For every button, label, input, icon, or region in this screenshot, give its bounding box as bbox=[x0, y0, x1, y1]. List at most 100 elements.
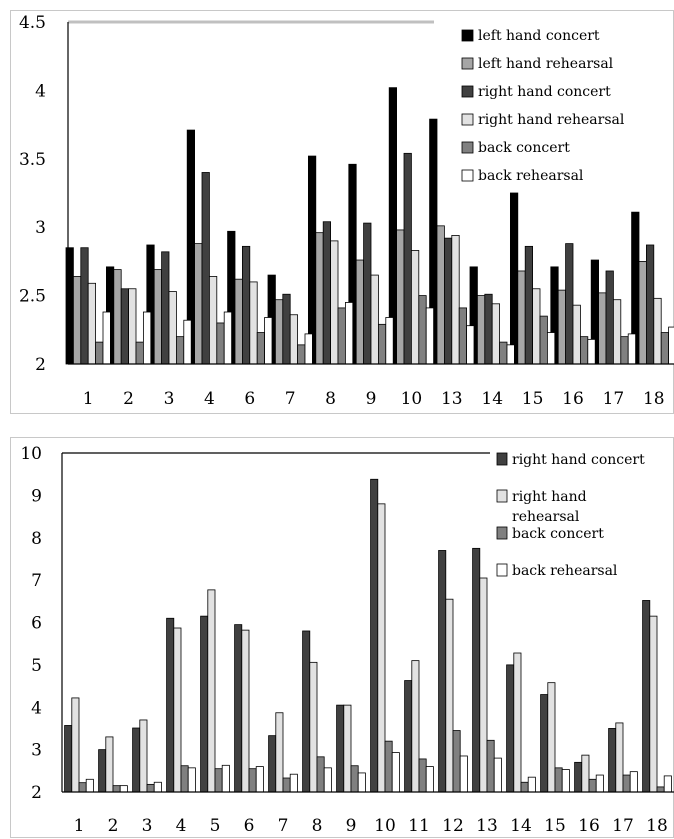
bar-left-hand-rehearsal-2 bbox=[113, 269, 122, 365]
bar-right-hand-concert-1 bbox=[80, 247, 89, 365]
bar-right-hand-concert-3 bbox=[132, 727, 141, 793]
y-tick-label: 3.5 bbox=[19, 150, 46, 170]
x-tick-label: 15 bbox=[544, 816, 566, 836]
bar-right-hand-rehearsal-7 bbox=[275, 712, 284, 793]
bar-right-hand-concert-6 bbox=[234, 624, 243, 793]
bar-back-concert-4 bbox=[216, 322, 225, 365]
bar-back-rehearsal-2 bbox=[142, 311, 152, 365]
y-tick-label: 6 bbox=[31, 614, 42, 634]
bar-right-hand-concert-8 bbox=[302, 630, 311, 793]
chart-top: 2 2.5 3 3.5 4 4.5 1 2 3 4 6 7 8 9 10 13 14 15 16 17 18 left… bbox=[10, 10, 674, 414]
y-tick-label: 8 bbox=[31, 529, 42, 549]
x-tick-label: 9 bbox=[346, 816, 357, 836]
bar-back-concert-6 bbox=[256, 332, 266, 365]
bar-right-hand-rehearsal-15 bbox=[547, 682, 556, 793]
bar-right-hand-concert-9 bbox=[336, 704, 345, 793]
y-tick-label: 2.5 bbox=[19, 287, 46, 307]
x-tick-label: 5 bbox=[210, 816, 221, 836]
bar-back-concert-13 bbox=[458, 307, 468, 365]
bar-left-hand-rehearsal-7 bbox=[274, 299, 284, 365]
x-tick-label: 10 bbox=[401, 389, 423, 409]
x-tick-label: 13 bbox=[441, 389, 463, 409]
bar-back-concert-13 bbox=[486, 739, 495, 793]
bar-left-hand-rehearsal-16 bbox=[557, 289, 567, 365]
bar-right-hand-concert-11 bbox=[404, 680, 413, 793]
legend-label: right hand concert bbox=[512, 452, 645, 468]
bar-back-concert-8 bbox=[316, 756, 325, 793]
bar-left-hand-concert-15 bbox=[509, 192, 519, 365]
x-tick-label: 3 bbox=[142, 816, 153, 836]
bar-back-rehearsal-5 bbox=[221, 764, 230, 793]
bar-left-hand-rehearsal-17 bbox=[598, 292, 607, 365]
chart-top-x-ticks: 1 2 3 4 6 7 8 9 10 13 14 15 16 17 18 bbox=[83, 389, 665, 409]
x-tick-label: 12 bbox=[442, 816, 464, 836]
legend-swatch bbox=[461, 57, 474, 70]
bar-back-concert-2 bbox=[112, 785, 121, 793]
x-tick-label: 8 bbox=[325, 389, 336, 409]
bar-right-hand-concert-16 bbox=[574, 761, 583, 793]
x-tick-label: 7 bbox=[285, 389, 296, 409]
bar-right-hand-concert-1 bbox=[64, 725, 73, 793]
bar-left-hand-rehearsal-14 bbox=[476, 295, 486, 365]
bar-right-hand-rehearsal-1 bbox=[87, 282, 96, 365]
legend-swatch bbox=[496, 526, 508, 540]
bar-right-hand-concert-2 bbox=[120, 288, 129, 365]
y-tick-label: 7 bbox=[31, 571, 42, 591]
bar-back-concert-4 bbox=[180, 765, 189, 793]
bar-right-hand-rehearsal-3 bbox=[139, 719, 148, 793]
bar-back-rehearsal-16 bbox=[595, 774, 604, 793]
chart-top-legend: left hand concert left hand rehearsal righ… bbox=[461, 28, 625, 184]
bar-right-hand-rehearsal-6 bbox=[249, 281, 258, 365]
bar-back-rehearsal-8 bbox=[344, 302, 354, 365]
x-tick-label: 1 bbox=[83, 389, 94, 409]
bar-back-rehearsal-1 bbox=[85, 778, 94, 793]
bar-back-rehearsal-9 bbox=[357, 772, 366, 793]
bar-back-concert-12 bbox=[452, 730, 461, 793]
legend-swatch bbox=[461, 169, 474, 182]
bar-back-concert-18 bbox=[660, 332, 670, 365]
x-tick-label: 15 bbox=[522, 389, 544, 409]
x-tick-label: 4 bbox=[204, 389, 215, 409]
x-tick-label: 9 bbox=[366, 389, 377, 409]
chart-bottom-bars bbox=[64, 478, 672, 793]
bar-back-rehearsal-13 bbox=[493, 757, 502, 793]
bar-back-rehearsal-14 bbox=[527, 776, 536, 793]
bar-back-rehearsal-4 bbox=[223, 311, 232, 365]
bar-back-rehearsal-2 bbox=[119, 785, 128, 793]
bar-back-concert-16 bbox=[580, 336, 589, 365]
bar-back-rehearsal-15 bbox=[561, 769, 570, 793]
x-tick-label: 17 bbox=[612, 816, 634, 836]
bar-right-hand-concert-14 bbox=[484, 293, 493, 365]
x-tick-label: 6 bbox=[244, 389, 255, 409]
x-tick-label: 14 bbox=[510, 816, 532, 836]
x-tick-label: 18 bbox=[643, 389, 665, 409]
bar-right-hand-concert-2 bbox=[98, 749, 107, 793]
bar-right-hand-rehearsal-6 bbox=[241, 629, 250, 793]
bar-right-hand-rehearsal-1 bbox=[71, 697, 80, 793]
bar-back-concert-18 bbox=[656, 786, 665, 793]
legend-label: back rehearsal bbox=[478, 168, 584, 184]
legend-swatch bbox=[496, 452, 508, 466]
bar-back-concert-5 bbox=[214, 768, 223, 793]
bar-back-concert-14 bbox=[499, 341, 508, 365]
bar-right-hand-concert-9 bbox=[363, 222, 372, 365]
bar-back-rehearsal-15 bbox=[547, 332, 556, 365]
bar-right-hand-concert-7 bbox=[268, 735, 277, 793]
bar-left-hand-rehearsal-15 bbox=[517, 270, 526, 365]
legend-swatch bbox=[461, 113, 474, 126]
bar-back-concert-15 bbox=[554, 767, 563, 793]
bar-left-hand-rehearsal-3 bbox=[153, 269, 162, 365]
bar-back-rehearsal-13 bbox=[466, 325, 475, 365]
x-tick-label: 11 bbox=[408, 816, 430, 836]
y-tick-label: 10 bbox=[20, 444, 42, 464]
x-tick-label: 14 bbox=[481, 389, 503, 409]
bar-right-hand-rehearsal-18 bbox=[649, 615, 658, 793]
bar-back-rehearsal-10 bbox=[425, 307, 435, 365]
bar-back-rehearsal-11 bbox=[425, 766, 434, 793]
bar-back-concert-17 bbox=[620, 336, 629, 365]
bar-back-concert-9 bbox=[350, 765, 359, 793]
bar-back-concert-3 bbox=[146, 783, 155, 793]
bar-right-hand-rehearsal-9 bbox=[343, 704, 352, 793]
bar-back-rehearsal-16 bbox=[587, 338, 596, 365]
